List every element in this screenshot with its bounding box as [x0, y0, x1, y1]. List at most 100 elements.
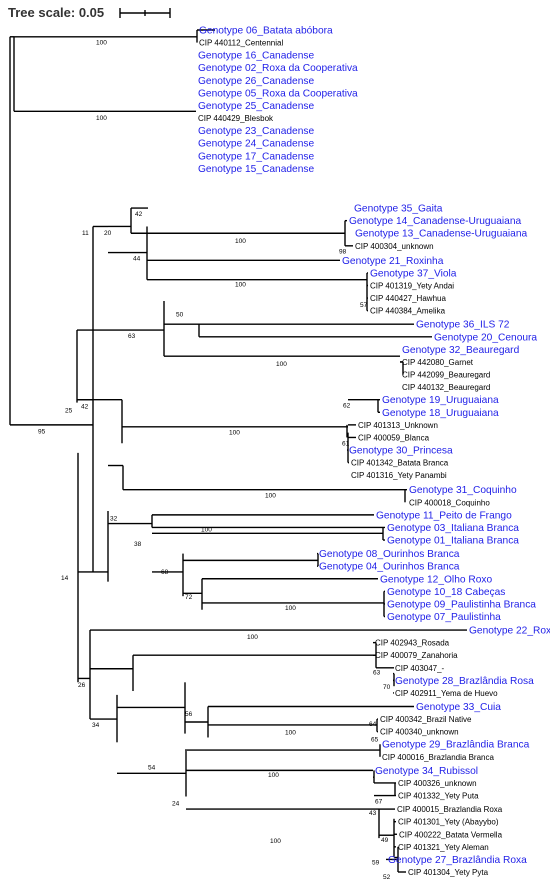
bootstrap-value: 100: [247, 634, 258, 641]
bootstrap-value: 44: [133, 255, 141, 262]
bootstrap-value: 63: [373, 670, 381, 677]
bootstrap-value: 32: [110, 516, 118, 523]
genotype-leaf-label: Genotype 01_Italiana Branca: [387, 536, 519, 547]
bootstrap-value: 43: [369, 810, 377, 817]
genotype-leaf-label: Genotype 15_Canadense: [198, 164, 314, 175]
cip-leaf-label: CIP 401342_Batata Branca: [351, 459, 449, 468]
cip-leaf-label: CIP 442080_Garnet: [402, 358, 474, 367]
bootstrap-value: 42: [135, 211, 143, 218]
genotype-leaf-label: Genotype 24_Canadense: [198, 139, 314, 150]
cip-leaf-label: CIP 440427_Hawhua: [370, 294, 446, 303]
bootstrap-value: 57: [360, 302, 368, 309]
genotype-leaf-label: Genotype 08_Ourinhos Branca: [319, 549, 460, 560]
cip-leaf-label: CIP 442099_Beauregard: [402, 371, 490, 380]
genotype-leaf-label: Genotype 29_Brazlândia Branca: [382, 740, 530, 751]
cip-leaf-label: CIP 401319_Yety Andai: [370, 282, 454, 291]
bootstrap-value: 52: [383, 874, 391, 880]
genotype-leaf-label: Genotype 21_Roxinha: [342, 256, 444, 267]
bootstrap-value: 100: [285, 605, 296, 612]
bootstrap-values: 100 100 95 11 20 42 100 98 44 100 57 25 63 50 100 42 100…: [38, 40, 391, 880]
bootstrap-value: 26: [78, 682, 86, 689]
cip-leaf-label: CIP 400079_Zanahoria: [375, 651, 458, 660]
genotype-leaf-label: Genotype 06_Batata abóbora: [199, 26, 333, 37]
cip-leaf-label: CIP 400015_Brazlandia Roxa: [397, 805, 503, 814]
genotype-leaf-label: Genotype 35_Gaita: [354, 204, 443, 215]
cip-leaf-label: CIP 440112_Centennial: [199, 39, 283, 48]
genotype-leaf-label: Genotype 36_ILS 72: [416, 320, 510, 331]
genotype-leaf-label: Genotype 11_Peito de Frango: [376, 510, 512, 521]
genotype-leaf-label: Genotype 19_Uruguaiana: [382, 395, 499, 406]
genotype-leaf-label: Genotype 26_Canadense: [198, 76, 314, 87]
bootstrap-value: 95: [38, 429, 46, 436]
genotype-leaf-label: Genotype 07_Paulistinha: [387, 612, 501, 623]
tree-scale-bar: [119, 8, 171, 18]
cip-leaf-label: CIP 402911_Yema de Huevo: [395, 689, 498, 698]
cip-leaf-label: CIP 403047_-: [395, 664, 445, 673]
genotype-leaf-label: Genotype 02_Roxa da Cooperativa: [198, 63, 358, 74]
cip-leaf-label: CIP 400342_Brazil Native: [380, 715, 472, 724]
cip-leaf-label: CIP 400016_Brazlandia Branca: [382, 753, 494, 762]
bootstrap-value: 72: [185, 594, 193, 601]
bootstrap-value: 59: [372, 859, 380, 866]
cip-leaf-label: CIP 400018_Coquinho: [409, 498, 490, 507]
bootstrap-value: 50: [176, 312, 184, 319]
bootstrap-value: 24: [172, 800, 180, 807]
cip-leaf-label: CIP 402943_Rosada: [375, 639, 450, 648]
bootstrap-value: 100: [276, 361, 287, 368]
genotype-leaf-label: Genotype 31_Coquinho: [409, 485, 517, 496]
genotype-leaf-label: Genotype 32_Beauregard: [402, 345, 520, 356]
bootstrap-value: 70: [383, 684, 391, 691]
cip-leaf-label: CIP 401304_Yety Pyta: [408, 868, 489, 877]
genotype-leaf-label: Genotype 30_Princesa: [349, 446, 453, 457]
genotype-leaf-label: Genotype 37_Viola: [370, 268, 457, 279]
genotype-leaf-label: Genotype 23_Canadense: [198, 126, 314, 137]
bootstrap-value: 14: [61, 575, 69, 582]
cip-leaf-label: CIP 400059_Blanca: [358, 433, 430, 442]
bootstrap-value: 49: [381, 837, 389, 844]
genotype-leaf-label: Genotype 03_Italiana Branca: [387, 523, 519, 534]
genotype-leaf-label: Genotype 18_Uruguaiana: [382, 408, 499, 419]
bootstrap-value: 38: [134, 541, 142, 548]
bootstrap-value: 98: [339, 249, 347, 256]
genotype-leaf-label: Genotype 05_Roxa da Cooperativa: [198, 88, 358, 99]
bootstrap-value: 100: [96, 40, 107, 47]
leaf-labels: Genotype 06_Batata abóbora CIP 440112_Cen…: [198, 26, 550, 878]
cip-leaf-label: CIP 400222_Batata Vermella: [399, 830, 503, 839]
genotype-leaf-label: Genotype 22_Roxa: [469, 626, 550, 637]
bootstrap-value: 61: [342, 440, 350, 447]
bootstrap-value: 100: [235, 282, 246, 289]
genotype-leaf-label: Genotype 34_Rubissol: [375, 766, 478, 777]
bootstrap-value: 63: [128, 333, 136, 340]
bootstrap-value: 67: [375, 798, 383, 805]
genotype-leaf-label: Genotype 33_Cuia: [416, 702, 501, 713]
genotype-leaf-label: Genotype 16_Canadense: [198, 51, 314, 62]
genotype-leaf-label: Genotype 04_Ourinhos Branca: [319, 562, 460, 573]
bootstrap-value: 65: [371, 736, 379, 743]
bootstrap-value: 56: [185, 711, 193, 718]
genotype-leaf-label: Genotype 12_Olho Roxo: [380, 574, 492, 585]
bootstrap-value: 100: [265, 493, 276, 500]
tree-scale-header: Tree scale: 0.05: [8, 4, 104, 22]
bootstrap-value: 100: [285, 730, 296, 737]
genotype-leaf-label: Genotype 28_Brazlândia Rosa: [395, 676, 534, 687]
cip-leaf-label: CIP 401316_Yety Panambi: [351, 471, 447, 480]
genotype-leaf-label: Genotype 20_Cenoura: [434, 332, 537, 343]
bootstrap-value: 62: [343, 403, 351, 410]
genotype-leaf-label: Genotype 27_Brazlândia Roxa: [388, 855, 527, 866]
bootstrap-value: 100: [201, 526, 212, 533]
tree-scale-label: Tree scale: 0.05: [8, 5, 105, 20]
bootstrap-value: 25: [65, 407, 73, 414]
cip-leaf-label: CIP 400304_unknown: [355, 242, 434, 251]
bootstrap-value: 100: [270, 838, 281, 845]
bootstrap-value: 20: [104, 230, 112, 237]
bootstrap-value: 100: [268, 772, 279, 779]
cip-leaf-label: CIP 401301_Yety (Abayybo): [398, 818, 499, 827]
genotype-leaf-label: Genotype 25_Canadense: [198, 101, 314, 112]
genotype-leaf-label: Genotype 13_Canadense-Uruguaiana: [355, 229, 528, 240]
bootstrap-value: 100: [229, 430, 240, 437]
genotype-leaf-label: Genotype 14_Canadense-Uruguaiana: [349, 216, 522, 227]
cip-leaf-label: CIP 401332_Yety Puta: [398, 792, 479, 801]
genotype-leaf-label: Genotype 09_Paulistinha Branca: [387, 599, 536, 610]
bootstrap-value: 34: [92, 722, 100, 729]
